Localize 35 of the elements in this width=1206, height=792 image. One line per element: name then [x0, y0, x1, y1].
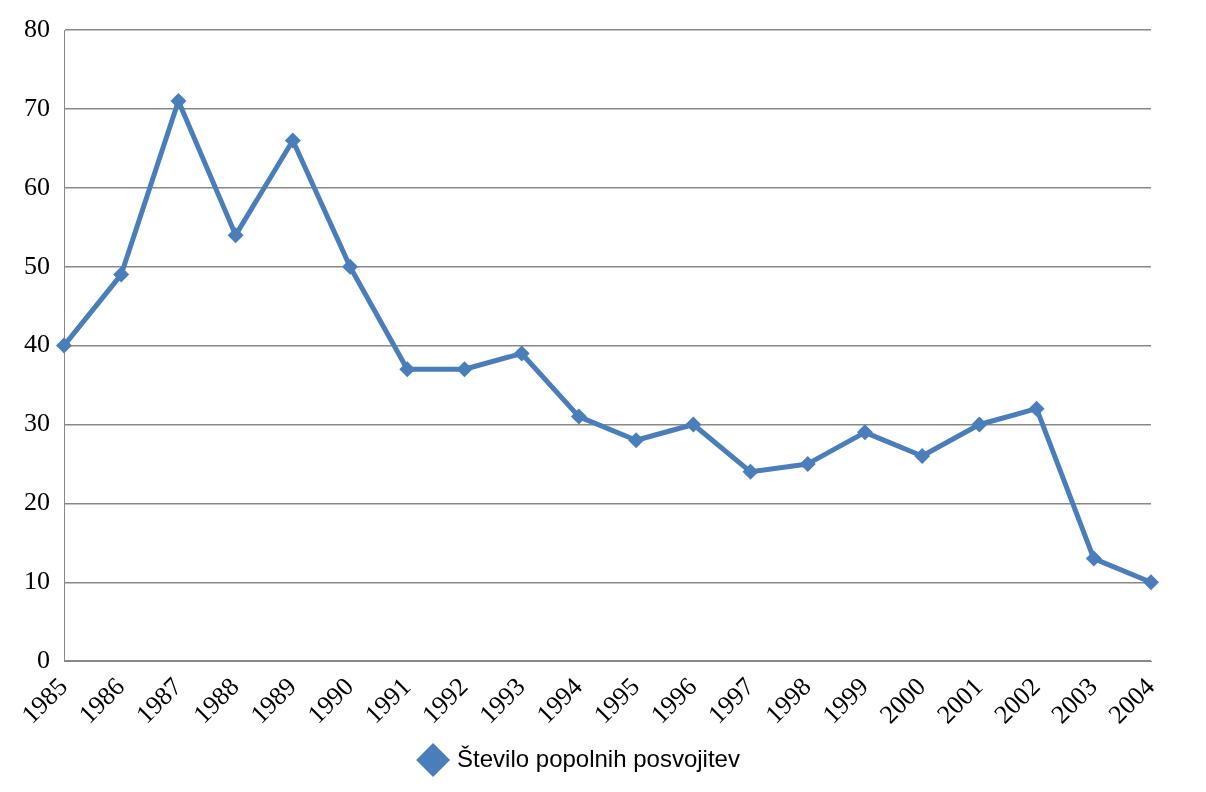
y-tick-label: 20: [24, 487, 50, 517]
y-tick-label: 30: [24, 408, 50, 438]
point: [399, 361, 416, 378]
point: [170, 93, 187, 110]
point: [284, 132, 301, 149]
x-tick-label: 1989: [244, 671, 302, 730]
y-tick-label: 80: [24, 13, 50, 43]
point: [1028, 400, 1045, 417]
point: [914, 448, 931, 465]
y-tick-label: 0: [37, 645, 50, 674]
point: [513, 345, 530, 362]
point: [971, 416, 988, 433]
point: [56, 337, 72, 354]
point: [799, 455, 816, 472]
y-tick-label: 40: [24, 329, 50, 359]
point: [856, 424, 873, 441]
legend-label: Število popolnih posvojitev: [457, 744, 740, 772]
x-tick-label: 1991: [359, 671, 417, 730]
y-tick-label: 50: [24, 250, 50, 280]
point: [227, 227, 244, 244]
point: [685, 416, 702, 433]
y-tick-label: 10: [24, 566, 50, 596]
x-tick-label: 1992: [416, 671, 474, 730]
x-tick-label: 1999: [816, 671, 875, 730]
x-tick-label: 1990: [301, 671, 360, 730]
point: [456, 361, 473, 378]
point: [113, 266, 130, 283]
point: [1085, 550, 1102, 567]
point: [570, 408, 587, 425]
y-tick-label: 60: [24, 171, 50, 201]
point: [628, 432, 645, 449]
point: [342, 258, 359, 275]
point: [742, 463, 759, 480]
point: [1143, 574, 1159, 591]
y-tick-label: 70: [24, 92, 50, 122]
